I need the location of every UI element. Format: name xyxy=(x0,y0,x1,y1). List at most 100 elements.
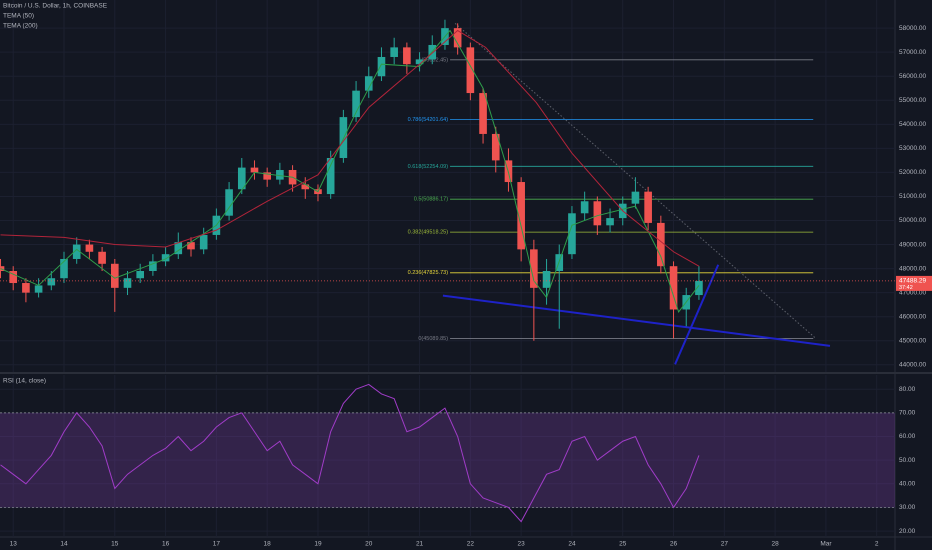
last-price-box xyxy=(896,275,932,291)
x-tick-label: 2 xyxy=(875,541,879,548)
y-tick-label: 48000.00 xyxy=(899,265,926,272)
x-tick-label: Mar xyxy=(820,541,832,548)
candle-body xyxy=(199,234,208,250)
fib-label: 0.382(49518.25) xyxy=(408,230,449,236)
y-tick-label: 49000.00 xyxy=(899,241,926,248)
candle-body xyxy=(364,76,373,91)
x-tick-label: 15 xyxy=(111,541,119,548)
candle-body xyxy=(0,266,5,272)
candle-body xyxy=(403,47,411,65)
x-tick-label: 25 xyxy=(619,541,627,548)
y-tick-label: 44000.00 xyxy=(899,362,926,369)
candle-body xyxy=(669,266,678,310)
indicator-line xyxy=(0,29,700,267)
trendline xyxy=(674,264,720,365)
x-tick-label: 16 xyxy=(162,541,170,548)
y-tick-label: 51000.00 xyxy=(899,193,926,200)
x-tick-label: 19 xyxy=(314,541,322,548)
candle-body xyxy=(415,59,424,65)
candle-body xyxy=(34,285,43,293)
y-tick-label: 46000.00 xyxy=(899,313,926,320)
x-tick-label: 20 xyxy=(365,541,373,548)
candle-body xyxy=(580,201,589,214)
rsi-band xyxy=(0,412,895,508)
candle-body xyxy=(644,191,652,223)
x-tick-label: 13 xyxy=(10,541,18,548)
y-tick-label: 54000.00 xyxy=(899,121,926,128)
x-tick-label: 17 xyxy=(213,541,221,548)
chart-title: Bitcoin / U.S. Dollar, 1h, COINBASE xyxy=(3,3,108,10)
fib-label: 0.5(50886.17) xyxy=(414,197,448,203)
candle-body xyxy=(530,249,538,288)
candle-body xyxy=(250,167,259,173)
candle-body xyxy=(517,182,525,250)
x-tick-label: 22 xyxy=(467,541,475,548)
candle-body xyxy=(174,242,183,255)
rsi-line xyxy=(0,383,700,523)
fib-label: 0(45089.85) xyxy=(418,336,448,342)
x-tick-label: 23 xyxy=(518,541,526,548)
candle-body xyxy=(631,191,640,204)
y-tick-label: 45000.00 xyxy=(899,337,926,344)
candle-body xyxy=(136,271,145,279)
candle-body xyxy=(187,242,195,250)
candle-body xyxy=(377,56,386,77)
y-tick-label: 53000.00 xyxy=(899,145,926,152)
candle-body xyxy=(491,133,500,161)
y-tick-label: 56000.00 xyxy=(899,73,926,80)
rsi-title: RSI (14, close) xyxy=(3,378,46,385)
candle-body xyxy=(60,258,68,279)
trendline xyxy=(442,294,831,347)
y-tick-label: 70.00 xyxy=(899,410,916,417)
countdown: 37:42 xyxy=(899,285,913,291)
candle-body xyxy=(85,244,94,252)
x-tick-label: 26 xyxy=(670,541,678,548)
y-tick-label: 57000.00 xyxy=(899,49,926,56)
fib-label: 1(56682.45) xyxy=(418,57,448,63)
candle-body xyxy=(695,280,703,296)
y-tick-label: 52000.00 xyxy=(899,169,926,176)
candle-body xyxy=(606,218,614,226)
legend-entry: TEMA (200) xyxy=(3,23,38,30)
fib-label: 0.236(47825.73) xyxy=(408,270,449,276)
candle-body xyxy=(110,263,119,288)
x-tick-label: 18 xyxy=(264,541,272,548)
fib-label: 0.786(54201.64) xyxy=(408,117,449,123)
y-tick-label: 20.00 xyxy=(899,528,916,535)
candle-body xyxy=(123,278,132,288)
candle-body xyxy=(352,90,360,118)
candle-body xyxy=(326,157,335,195)
candle-body xyxy=(22,283,30,293)
candle-body xyxy=(466,47,475,94)
legend-entry: TEMA (50) xyxy=(3,13,34,20)
y-tick-label: 40.00 xyxy=(899,481,916,488)
y-tick-label: 60.00 xyxy=(899,433,916,440)
y-tick-label: 80.00 xyxy=(899,386,916,393)
candle-body xyxy=(276,170,284,180)
y-tick-label: 50000.00 xyxy=(899,217,926,224)
last-price-label: 47488.29 xyxy=(899,278,926,285)
candle-body xyxy=(657,222,665,267)
y-tick-label: 30.00 xyxy=(899,504,916,511)
y-tick-label: 55000.00 xyxy=(899,97,926,104)
candle-body xyxy=(301,184,310,190)
candle-body xyxy=(593,201,602,226)
candle-body xyxy=(72,244,81,259)
x-tick-label: 24 xyxy=(568,541,576,548)
candle-body xyxy=(542,271,551,288)
fib-label: 0.618(52254.09) xyxy=(408,164,449,170)
candle-body xyxy=(453,28,462,48)
x-tick-label: 28 xyxy=(772,541,780,548)
y-tick-label: 50.00 xyxy=(899,457,916,464)
candle-body xyxy=(161,254,170,262)
candle-body xyxy=(339,117,348,158)
candle-body xyxy=(9,271,18,284)
candle-body xyxy=(390,47,398,57)
x-tick-label: 14 xyxy=(60,541,68,548)
x-tick-label: 27 xyxy=(721,541,729,548)
candle-body xyxy=(149,261,157,272)
y-tick-label: 58000.00 xyxy=(899,25,926,32)
